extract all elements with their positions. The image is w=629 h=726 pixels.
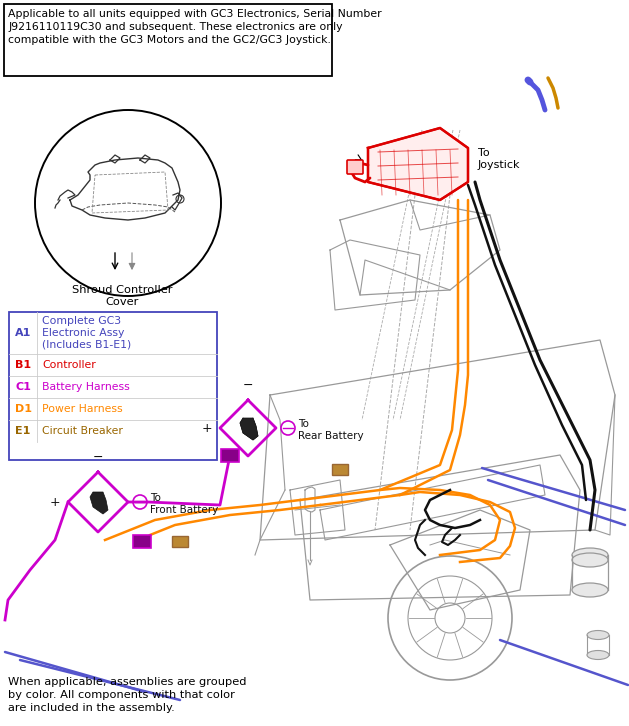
Text: Complete GC3
Electronic Assy
(Includes B1-E1): Complete GC3 Electronic Assy (Includes B… bbox=[42, 317, 131, 350]
FancyBboxPatch shape bbox=[4, 4, 332, 76]
Text: −: − bbox=[243, 379, 253, 392]
Text: Power Harness: Power Harness bbox=[42, 404, 123, 414]
FancyBboxPatch shape bbox=[9, 312, 217, 460]
Text: Circuit Breaker: Circuit Breaker bbox=[42, 426, 123, 436]
Text: +: + bbox=[49, 496, 60, 508]
Ellipse shape bbox=[587, 630, 609, 640]
Text: −: − bbox=[92, 451, 103, 464]
Polygon shape bbox=[90, 492, 108, 514]
Ellipse shape bbox=[572, 583, 608, 597]
Text: Applicable to all units equipped with GC3 Electronics, Serial Number
J9216110119: Applicable to all units equipped with GC… bbox=[8, 9, 382, 46]
Polygon shape bbox=[240, 418, 258, 440]
Text: +: + bbox=[201, 422, 212, 434]
FancyBboxPatch shape bbox=[221, 449, 239, 462]
Text: B1: B1 bbox=[15, 360, 31, 370]
Text: Controller: Controller bbox=[42, 360, 96, 370]
Text: To
Joystick: To Joystick bbox=[478, 148, 521, 170]
Text: When applicable, assemblies are grouped
by color. All components with that color: When applicable, assemblies are grouped … bbox=[8, 677, 247, 714]
Text: Battery Harness: Battery Harness bbox=[42, 382, 130, 392]
Polygon shape bbox=[368, 128, 468, 200]
Text: E1: E1 bbox=[15, 426, 31, 436]
Text: Shroud Controller
Cover: Shroud Controller Cover bbox=[72, 285, 172, 307]
Text: C1: C1 bbox=[15, 382, 31, 392]
Text: To
Rear Battery: To Rear Battery bbox=[298, 419, 364, 441]
FancyBboxPatch shape bbox=[347, 160, 363, 174]
Ellipse shape bbox=[572, 553, 608, 567]
FancyBboxPatch shape bbox=[332, 464, 348, 475]
Text: To
Front Battery: To Front Battery bbox=[150, 493, 218, 515]
Ellipse shape bbox=[572, 548, 608, 562]
FancyBboxPatch shape bbox=[133, 535, 151, 548]
Ellipse shape bbox=[587, 650, 609, 659]
Text: D1: D1 bbox=[14, 404, 31, 414]
FancyBboxPatch shape bbox=[172, 536, 188, 547]
Text: A1: A1 bbox=[15, 328, 31, 338]
